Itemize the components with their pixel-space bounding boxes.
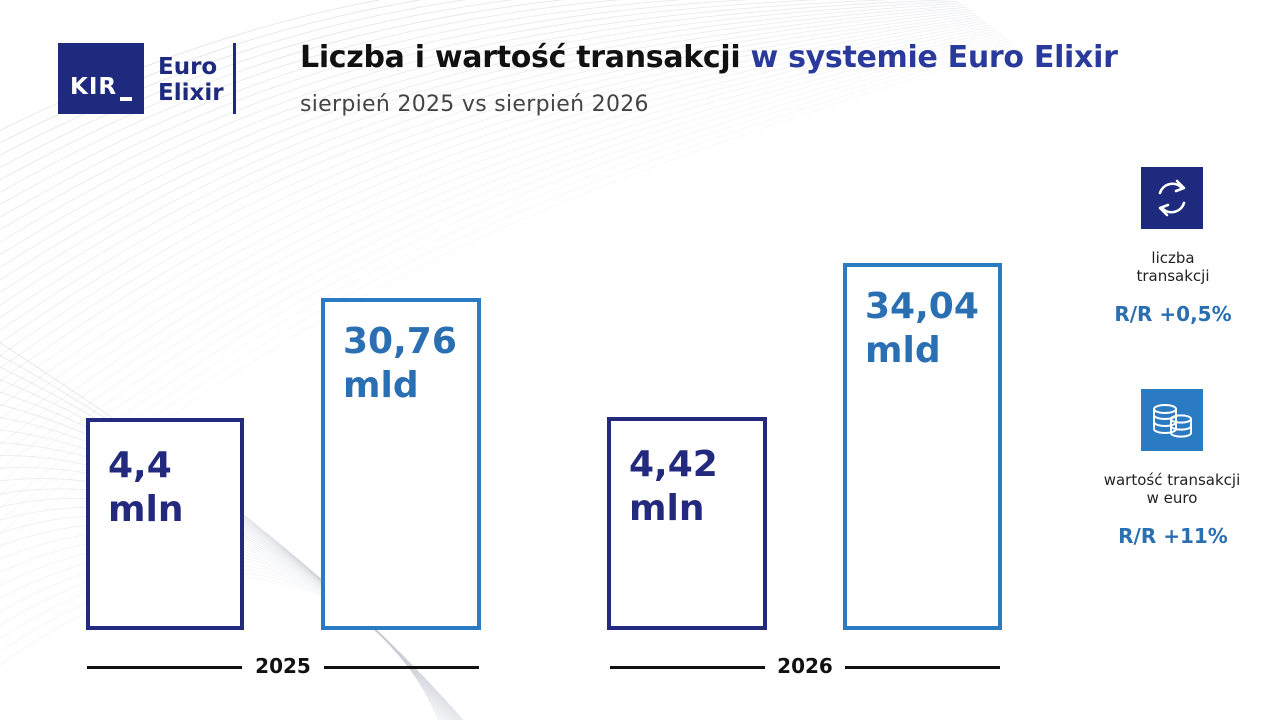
background-wave-line [0,442,455,720]
bar-unit: mld [343,365,419,406]
coins-stack-icon [1141,389,1203,451]
background-wave-line [0,24,990,420]
background-wave-line [0,478,452,720]
background-wave-line [0,0,682,206]
logo-kir-text: KIR [70,74,118,100]
background-wave-line [0,555,442,720]
metric-value-value: R/R +11% [1118,524,1228,548]
bar-value-2025: 30,76 mld [321,298,481,630]
background-wave-line [0,4,964,293]
background-wave-line [0,543,444,720]
background-wave-line [0,571,440,720]
background-wave-line [0,576,439,720]
logo-euro-elixir-text: Euro Elixir [158,43,224,106]
background-wave-line [0,0,820,231]
background-wave-line [0,3,962,281]
bar-value-2026: 34,04 mld [843,263,1002,630]
metric-label-count: liczba transakcji [1100,249,1246,285]
title-part-2: w systemie Euro Elixir [750,40,1118,75]
background-wave-line [0,0,514,168]
background-wave-line [0,32,1001,471]
bar-label-count-2026: 4,42 mln [629,443,718,531]
background-wave-line [0,0,749,218]
kir-logo-box: KIR [58,43,144,114]
background-wave-line [0,26,993,433]
axis-line-2025-left [87,666,242,669]
year-label-2025: 2025 [255,654,311,678]
background-wave-line [0,6,967,306]
background-wave-line [0,497,450,720]
background-wave-line [0,522,447,720]
metric-label-line: w euro [1146,489,1198,507]
year-label-2026: 2026 [777,654,833,678]
bar-unit: mld [865,330,941,371]
background-wave-line [0,561,441,720]
background-wave-line [0,8,970,319]
bar-label-value-2026: 34,04 mld [865,285,979,373]
background-wave-line [0,467,453,720]
metric-label-value: wartość transakcji w euro [1097,471,1247,507]
title-part-1: Liczba i wartość transakcji [300,40,741,75]
bar-value: 34,04 [865,286,979,327]
background-wave-line [0,0,893,243]
metric-label-line: liczba [1151,249,1195,267]
axis-line-2026-left [610,666,765,669]
bar-value: 30,76 [343,321,457,362]
background-wave-line [0,0,620,193]
exchange-arrows-icon [1141,167,1203,229]
background-wave-line [0,12,975,344]
bar-label-count-2025: 4,4 mln [108,444,183,532]
background-wave-line [0,20,985,395]
axis-line-2025-right [324,666,479,669]
axis-line-2026-right [845,666,1000,669]
background-wave-line [0,515,448,720]
background-wave-line [0,0,565,181]
background-wave-line [0,0,467,156]
bar-unit: mln [108,489,184,530]
bar-count-2026: 4,42 mln [607,417,767,630]
background-wave-line [0,566,441,720]
background-wave-line [0,34,1003,484]
background-wave-line [0,22,988,407]
bar-unit: mln [629,488,705,529]
logo-kir-underscore [120,97,132,101]
page-subtitle: sierpień 2025 vs sierpień 2026 [300,92,649,117]
logo-line-2: Elixir [158,80,224,106]
background-wave-line [0,549,443,720]
background-wave-line [0,10,972,331]
background-wave-line [0,28,996,445]
background-wave-line [0,18,983,382]
background-wave-line [0,506,449,720]
metric-label-line: transakcji [1136,267,1210,285]
background-wave-line [0,454,454,720]
background-wave-line [0,1,959,268]
background-wave-line [0,537,445,720]
background-wave-line [0,488,451,720]
page-title: Liczba i wartość transakcji w systemie E… [300,40,1118,75]
metric-label-line: wartość transakcji [1103,471,1241,489]
background-wave-line [0,530,446,720]
background-wave-line [0,14,977,357]
bar-value: 4,4 [108,445,172,486]
logo-line-1: Euro [158,54,218,80]
background-wave-line [0,0,954,256]
background-wave-line [0,36,1006,496]
logo-divider [233,43,236,114]
bar-label-value-2025: 30,76 mld [343,320,457,408]
background-wave-line [0,16,980,369]
background-wave-line [0,30,998,458]
bar-count-2025: 4,4 mln [86,418,244,630]
bar-value: 4,42 [629,444,718,485]
metric-value-count: R/R +0,5% [1114,302,1232,326]
kir-euro-elixir-logo: KIR Euro Elixir [58,43,224,114]
